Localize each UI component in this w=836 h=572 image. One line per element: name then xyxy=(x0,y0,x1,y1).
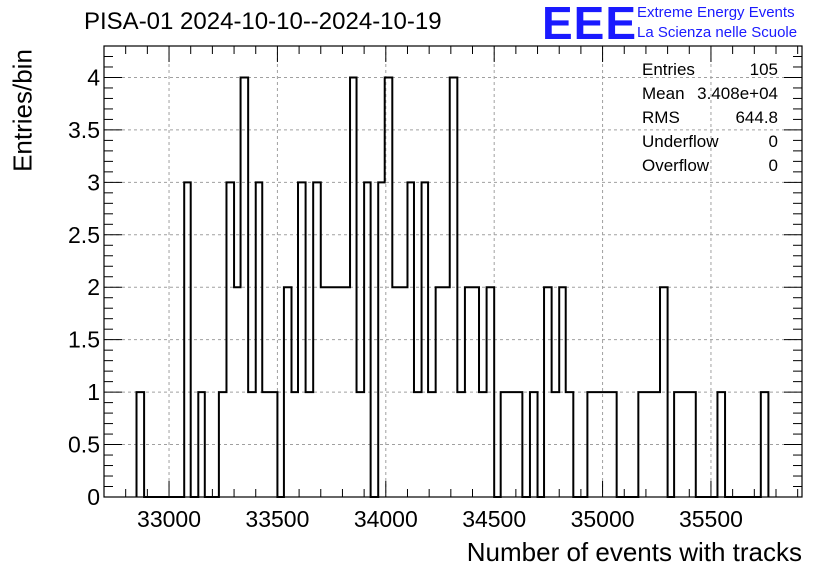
x-tick-label: 35000 xyxy=(571,506,635,532)
stats-row-mean: Mean 3.408e+04 xyxy=(642,84,780,108)
tick-marks xyxy=(104,45,802,498)
stats-value: 644.8 xyxy=(735,108,778,127)
y-tick-label: 2.5 xyxy=(68,222,100,248)
stats-key: Mean xyxy=(642,84,685,103)
stats-value: 105 xyxy=(749,60,778,79)
logo-caption-line-1: Extreme Energy Events xyxy=(637,4,795,21)
y-tick-label: 1 xyxy=(87,379,100,405)
x-axis-label: Number of events with tracks xyxy=(466,537,802,567)
stats-key: RMS xyxy=(642,108,680,127)
stats-value: 3.408e+04 xyxy=(697,84,778,103)
x-tick-label: 34500 xyxy=(462,506,526,532)
y-tick-label: 0 xyxy=(87,484,100,510)
tick-labels: 0 0.5 1 1.5 2 2.5 3 3.5 4 33000 33500 34000 34500 350… xyxy=(68,64,743,532)
stats-key: Entries xyxy=(642,60,695,79)
stats-row-underflow: Underflow 0 xyxy=(642,132,780,156)
stats-row-entries: Entries 105 xyxy=(642,60,780,84)
logo-caption: Extreme Energy Events La Scienza nelle S… xyxy=(637,3,797,43)
y-tick-label: 2 xyxy=(87,274,100,300)
logo-caption-line-2: La Scienza nelle Scuole xyxy=(637,24,798,41)
histogram-series xyxy=(135,76,770,498)
y-tick-label: 3 xyxy=(87,169,100,195)
stats-box: Entries 105 Mean 3.408e+04 RMS 644.8 Und… xyxy=(642,60,780,180)
x-tick-label: 33000 xyxy=(137,506,201,532)
plot-frame xyxy=(103,45,803,498)
x-tick-label: 34000 xyxy=(354,506,418,532)
stats-key: Overflow xyxy=(642,156,710,175)
axes-frame xyxy=(103,45,803,498)
stats-row-rms: RMS 644.8 xyxy=(642,108,780,132)
eee-logo: EEE xyxy=(542,0,638,49)
x-tick-label: 33500 xyxy=(245,506,309,532)
y-tick-label: 4 xyxy=(87,64,100,90)
histogram-line xyxy=(135,76,770,498)
chart-title: PISA-01 2024-10-10--2024-10-19 xyxy=(84,8,442,35)
stats-key: Underflow xyxy=(642,132,719,151)
stats-value: 0 xyxy=(768,132,778,151)
stats-row-overflow: Overflow 0 xyxy=(642,156,780,180)
y-tick-label: 0.5 xyxy=(68,432,100,458)
y-axis-label: Entries/bin xyxy=(7,49,38,172)
x-tick-label: 35500 xyxy=(679,506,743,532)
y-tick-label: 1.5 xyxy=(68,327,100,353)
stats-value: 0 xyxy=(768,156,778,175)
y-tick-label: 3.5 xyxy=(68,117,100,143)
